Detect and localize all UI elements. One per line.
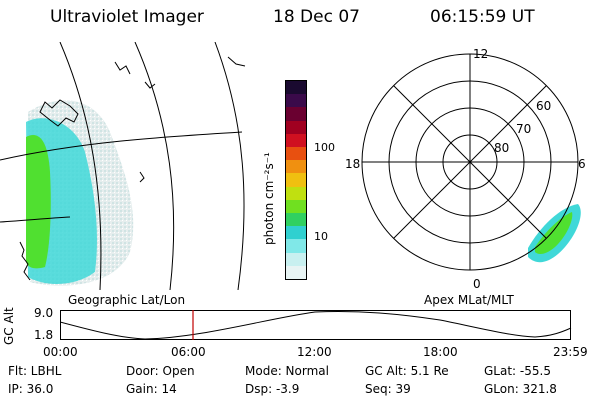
colorbar [285,80,307,280]
dsp-status: Dsp: -3.9 [245,382,300,396]
colorbar-swatch [286,199,306,214]
ip-status: IP: 36.0 [8,382,54,396]
altitude-ylabel: GC Alt [2,307,16,345]
gc-alt-status: GC Alt: 5.1 Re [365,364,449,378]
colorbar-swatch [286,120,306,134]
geo-plot-title: Geographic Lat/Lon [68,293,186,307]
xtick-00: 00:00 [43,345,78,359]
altitude-ymin: 1.8 [34,328,54,342]
colorbar-tick-10: 10 [314,230,328,243]
xtick-06: 06:00 [171,345,206,359]
colorbar-swatch [286,94,306,108]
xtick-12: 12:00 [297,345,332,359]
glon-status: GLon: 321.8 [484,382,557,396]
colorbar-swatch [286,133,306,148]
filter-status: Flt: LBHL [8,364,62,378]
time-label: 06:15:59 UT [430,7,535,27]
geographic-map [0,42,246,290]
polar-green-emission [535,212,573,255]
colorbar-swatch [286,252,306,266]
mlt-label-0: 0 [473,277,481,291]
colorbar-swatch [286,147,306,161]
lat-label-80: 80 [494,141,509,155]
colorbar-swatch [286,186,306,200]
colorbar-swatch [286,173,306,187]
polar-plot: 12 18 6 0 60 70 80 [345,47,586,291]
mlt-label-6: 6 [578,157,586,171]
seq-status: Seq: 39 [365,382,411,396]
colorbar-swatch [286,265,306,280]
instrument-title: Ultraviolet Imager [50,7,204,27]
colorbar-swatch [286,239,306,253]
date-label: 18 Dec 07 [273,7,360,27]
gain-status: Gain: 14 [126,382,177,396]
colorbar-swatch [286,160,306,174]
lat-label-60: 60 [536,99,551,113]
altitude-ymax: 9.0 [34,306,54,320]
mlt-label-12: 12 [473,47,488,61]
lat-label-70: 70 [516,122,531,136]
colorbar-swatch [286,226,306,240]
glat-status: GLat: -55.5 [484,364,551,378]
colorbar-tick-100: 100 [314,141,335,154]
coastline [39,99,79,127]
colorbar-swatch [286,213,306,227]
colorbar-swatch [286,107,306,121]
door-status: Door: Open [126,364,195,378]
mlt-label-18: 18 [345,157,360,171]
colorbar-swatch [286,81,306,95]
green-emission [26,135,51,269]
polar-plot-title: Apex MLat/MLT [424,293,514,307]
xtick-2359: 23:59 [553,345,588,359]
xtick-18: 18:00 [423,345,458,359]
mode-status: Mode: Normal [245,364,329,378]
altitude-plot [60,310,572,340]
colorbar-unit-label: photon cm⁻²s⁻¹ [262,152,276,245]
altitude-curve [60,310,572,340]
